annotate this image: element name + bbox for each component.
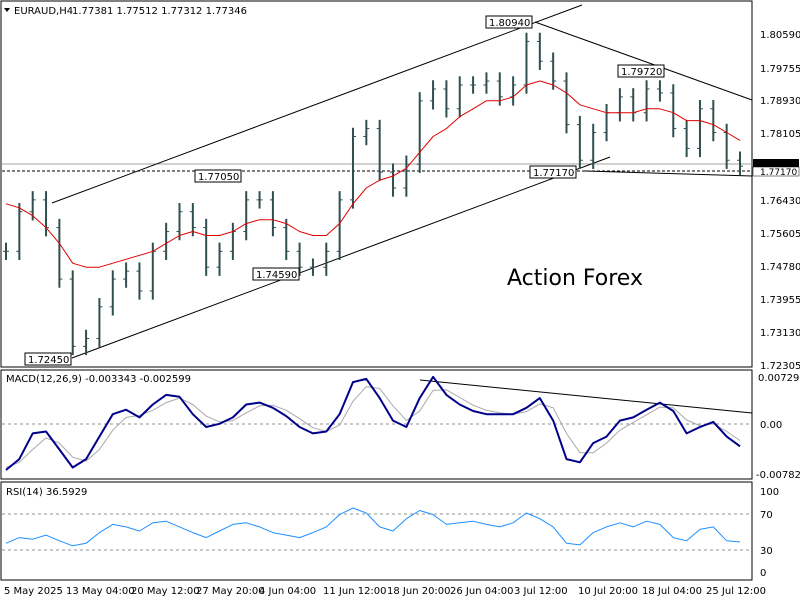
annotation-box xyxy=(485,15,533,29)
rsi-title: RSI(14) 36.5929 xyxy=(6,487,87,498)
rsi-panel xyxy=(0,481,753,581)
x-tick-label: 18 Jun 20:00 xyxy=(387,586,451,597)
annotation-box xyxy=(24,352,72,366)
macd-trendline xyxy=(419,379,753,414)
annotation-label: 1.79720 xyxy=(621,67,662,78)
x-tick-label: 26 Jun 04:00 xyxy=(450,586,514,597)
channel-lower-line xyxy=(71,156,611,359)
rsi-line-path xyxy=(5,507,741,547)
price-tick: 1.78105 xyxy=(760,129,800,140)
price-panel xyxy=(0,0,753,368)
price-bars xyxy=(3,32,743,356)
support-trendline xyxy=(584,170,753,177)
annotation-box xyxy=(194,169,242,183)
price-y-ticks: 1.80590 1.79755 1.78930 1.78105 1.76430 … xyxy=(760,30,800,372)
x-tick-label: 3 Jul 12:00 xyxy=(514,586,568,597)
collapse-triangle-icon[interactable] xyxy=(4,8,10,12)
support-price-label: 1.77170 xyxy=(760,168,797,178)
price-tick: 1.74780 xyxy=(760,262,800,273)
price-annotations: 1.80940 1.79720 1.77170 1.77050 1.74590 … xyxy=(24,15,665,366)
x-tick-label: 20 May 12:00 xyxy=(131,586,200,597)
annotation-label: 1.77170 xyxy=(533,168,574,179)
annotation-label: 1.80940 xyxy=(489,18,530,29)
annotation-box xyxy=(617,64,665,78)
channel-upper-line xyxy=(51,4,583,204)
annotation-box xyxy=(252,267,300,281)
x-tick-label: 11 Jun 12:00 xyxy=(323,586,387,597)
current-price-box xyxy=(753,159,799,168)
annotation-label: 1.74590 xyxy=(256,270,297,281)
trendlines xyxy=(51,4,753,414)
resistance-line xyxy=(534,21,753,101)
symbol-title: EURAUD,H4 xyxy=(14,6,73,17)
price-tick: 1.80590 xyxy=(760,30,800,41)
rsi-tick: 100 xyxy=(760,487,779,498)
x-tick-label: 5 May 2025 xyxy=(4,586,63,597)
macd-title: MACD(12,26,9) -0.003343 -0.002599 xyxy=(6,374,191,385)
annotation-box xyxy=(529,165,577,179)
support-price-box xyxy=(752,166,800,177)
price-tick: 1.73130 xyxy=(760,328,800,339)
price-tick: 1.75605 xyxy=(760,229,800,240)
annotation-label: 1.77050 xyxy=(198,172,239,183)
rsi-tick: 30 xyxy=(760,546,773,557)
annotation-label: 1.72450 xyxy=(28,355,69,366)
x-tick-label: 10 Jul 20:00 xyxy=(578,586,638,597)
rsi-tick: 0 xyxy=(760,568,766,579)
macd-tick: -0.00782 xyxy=(756,470,800,481)
x-tick-label: 13 May 04:00 xyxy=(66,586,135,597)
ohlc-header: 1.77381 1.77512 1.77312 1.77346 xyxy=(72,6,247,17)
price-tick: 1.72305 xyxy=(760,361,800,372)
current-price-label: 1.77346 xyxy=(760,160,797,170)
macd-tick: 0.00 xyxy=(760,420,782,431)
x-tick-label: 27 May 20:00 xyxy=(196,586,265,597)
price-tick: 1.76430 xyxy=(760,196,800,207)
x-tick-label: 4 Jun 04:00 xyxy=(259,586,316,597)
macd-line xyxy=(5,375,741,471)
moving-average-path xyxy=(5,80,741,268)
watermark: Action Forex xyxy=(507,266,643,291)
price-tick: 1.73955 xyxy=(760,295,800,306)
macd-line-path xyxy=(5,375,741,471)
moving-average xyxy=(5,80,741,268)
macd-tick: 0.007291 xyxy=(758,373,800,384)
x-tick-label: 25 Jul 12:00 xyxy=(706,586,766,597)
rsi-line xyxy=(5,507,741,547)
price-tick: 1.79755 xyxy=(760,64,800,75)
price-tick: 1.78930 xyxy=(760,96,800,107)
x-tick-label: 18 Jul 04:00 xyxy=(642,586,702,597)
rsi-tick: 70 xyxy=(760,510,773,521)
